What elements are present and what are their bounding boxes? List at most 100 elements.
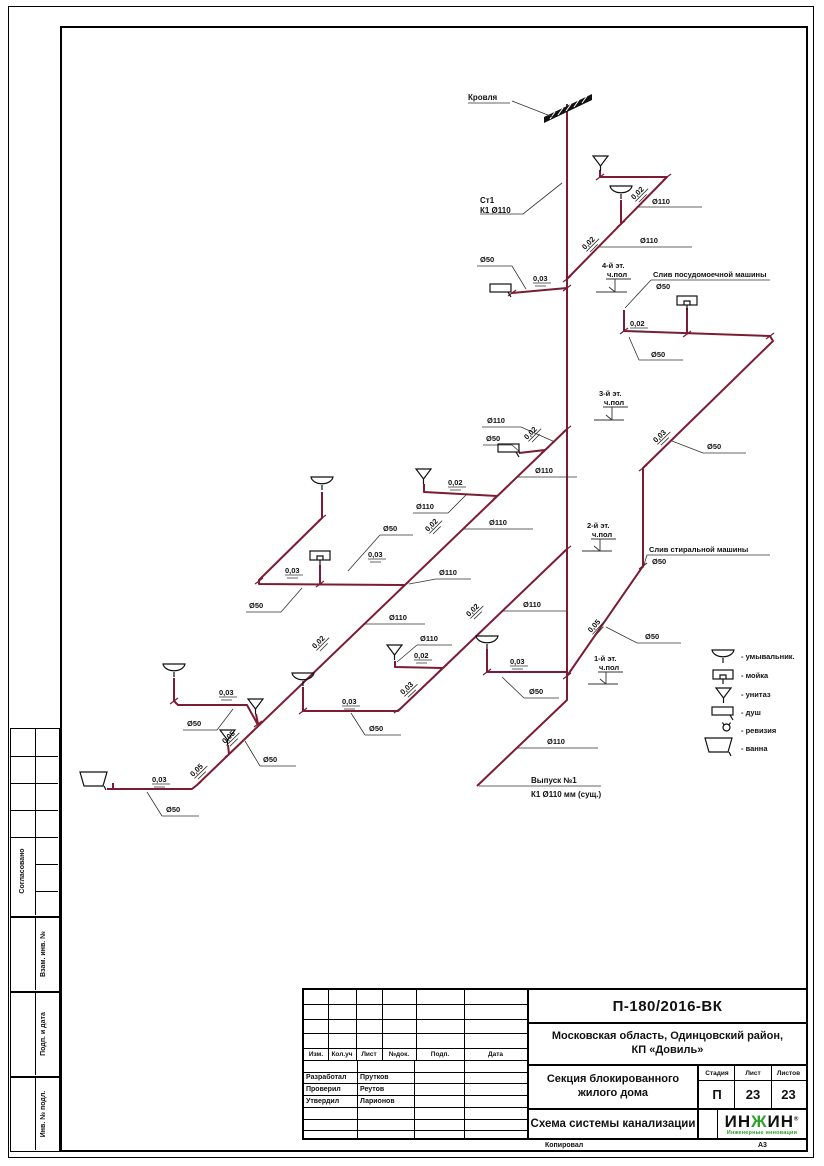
floor-label: 1-й эт. [594,654,617,663]
pipe-gf-wc1-drop [255,713,259,725]
shower-icon [497,443,520,458]
slope-label: 0,03 [342,697,357,706]
legend-item-label: - унитаз [741,690,771,699]
stack-label-line2: К1 Ø110 [480,206,511,215]
annotations: Кровля Ст1 К1 Ø110 Слив посудомоечной ма… [468,93,767,799]
role-name: Прутков [360,1074,389,1081]
col-header-doc: №док. [388,1050,410,1058]
dim-label: Ø50 [645,632,659,641]
dim-label: Ø110 [640,236,658,245]
washbasin-icon [310,476,334,491]
slope-label: 0,03 [368,550,383,559]
copied-by-label: Копировал [545,1142,584,1149]
col-header-podp: Подп. [430,1050,450,1058]
washbasin-icon [475,635,499,650]
pipe-1f-wc-branch [394,661,444,669]
slope-label: 0,02 [414,651,429,660]
floor-marks: 4-й эт. ч.пол 3-й эт. ч.пол 2-й эт. ч.по… [582,261,631,685]
slope-label: 0,03 [510,657,525,666]
fixtures [79,155,698,791]
doc-number: П-180/2016-ВК [612,997,723,1015]
pipe-4f-right-branch [566,170,668,280]
floor-label: 2-й эт. [587,521,610,530]
bath-icon [79,771,108,791]
slope-label: 0,03 [285,566,300,575]
dim-label: Ø50 [249,601,263,610]
legend: - умывальник. - мойка - унитаз - душ - р… [704,649,795,757]
role-label: Проверил [306,1085,341,1093]
sheets-total: 23 [781,1087,796,1102]
dim-label: Ø110 [652,197,670,206]
sheet-header: Лист [745,1069,761,1077]
dim-label: Ø110 [547,737,565,746]
legend-item-label: - мойка [741,671,769,680]
logo-subtitle: Инженерные инновации [726,1129,798,1136]
vzam-box [10,917,60,992]
shower-icon [711,706,734,721]
slope-label: 0,02 [448,478,463,487]
dim-label: Ø50 [263,755,277,764]
toilet-icon [386,644,403,661]
dishwasher-drain-dia: Ø50 [656,282,670,291]
toilet-icon [415,468,432,485]
role-name: Ларионов [360,1097,395,1105]
dim-label: Ø110 [439,568,457,577]
pipe-stack-and-outlet [476,104,568,787]
role-name: Реутов [360,1085,385,1093]
project-line1: Московская область, Одинцовский район, [551,1030,784,1043]
col-header-kol: Кол.уч [331,1050,353,1058]
slope-label: 0,03 [533,274,548,283]
dim-label: Ø50 [166,805,180,814]
dim-label: Ø50 [486,434,500,443]
diameter-labels: Ø110 Ø110 Ø50 Ø50 Ø50 Ø50 Ø110 Ø50 Ø110 … [166,197,721,814]
role-label: Разработал [306,1074,347,1081]
outlet-label-line2: К1 Ø110 мм (сущ.) [531,790,602,799]
floor-label: 3-й эт. [599,389,622,398]
legend-item-label: - ревизия [741,726,776,735]
dim-label: Ø50 [707,442,721,451]
approval-grid [10,728,60,917]
col-header-izm: Изм. [308,1050,324,1058]
dim-label: Ø50 [369,724,383,733]
sheets-header: Листов [776,1069,801,1077]
floor-label: ч.пол [592,530,612,539]
sink-icon [309,550,331,566]
sheet-number: 23 [745,1087,761,1102]
pipe-1f-washbasin-branch [486,649,567,673]
stack-label-line1: Ст1 [480,196,495,205]
title-block: Изм. Кол.уч Лист №док. Подп. Дата Разраб… [302,988,808,1140]
floor-label: ч.пол [607,270,627,279]
washbasin-icon [711,649,735,664]
podp-box [10,992,60,1077]
legend-item-label: - душ [741,708,761,717]
stage-value: П [712,1087,722,1102]
dim-label: Ø110 [487,416,505,425]
leader-lines [146,100,770,817]
dim-label: Ø110 [535,466,553,475]
dim-label: Ø110 [489,518,507,527]
slope-label: 0,02 [630,319,645,328]
pipe-main-left-collector [107,428,568,790]
roof-label: Кровля [468,93,498,102]
revision-icon [721,721,732,732]
company-logo: ИНЖИН® Инженерные инновации [718,1110,806,1138]
drawing-title: Схема системы канализации [530,1118,696,1130]
outlet-label-line1: Выпуск №1 [531,776,577,785]
format-label: А3 [758,1142,767,1149]
washbasin-icon [162,663,186,678]
col-header-list: Лист [361,1050,377,1058]
dim-label: Ø110 [416,502,434,511]
pipe-3f-washbasin-run [258,492,406,586]
floor-label: ч.пол [599,663,619,672]
legend-item-label: - ванна [741,744,768,753]
pipe-3f-shower-branch [518,449,546,454]
dim-label: Ø50 [187,719,201,728]
washer-drain-dia: Ø50 [652,557,666,566]
slope-label: 0,03 [219,688,234,697]
paper-outer-frame [8,6,814,1158]
washbasin-icon [609,185,633,200]
slope-label: 0,03 [152,775,167,784]
roof-hatch-bar [544,94,592,123]
